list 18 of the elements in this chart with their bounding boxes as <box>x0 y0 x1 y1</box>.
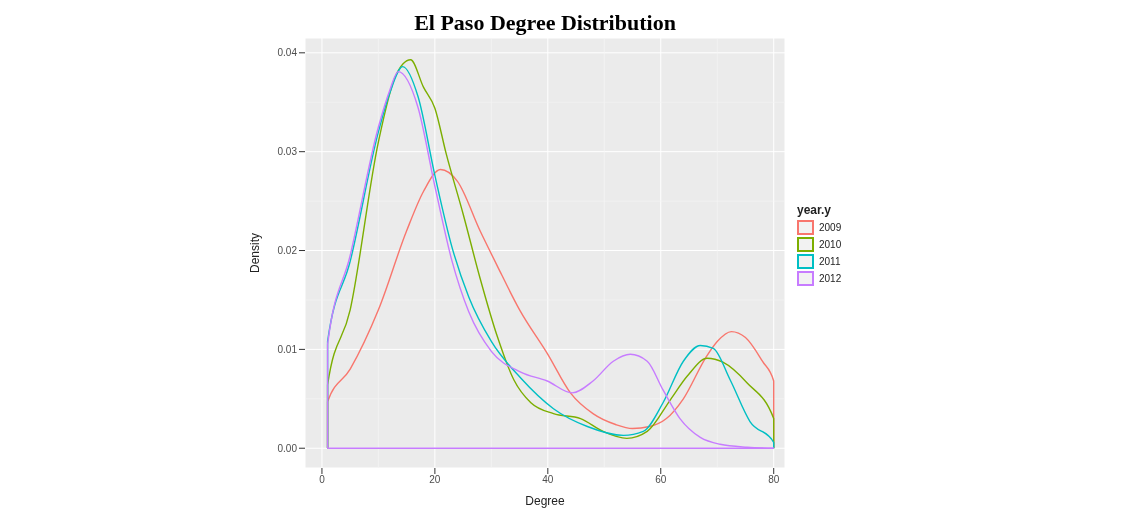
x-tick-label: 20 <box>429 474 441 486</box>
y-tick-label: 0.02 <box>277 245 298 257</box>
legend-title: year.y <box>797 203 833 217</box>
y-tick-label: 0.01 <box>277 343 298 355</box>
legend-label: 2009 <box>819 222 842 233</box>
x-tick-label: 60 <box>655 474 667 486</box>
x-axis-title: Degree <box>525 494 565 508</box>
x-tick-label: 40 <box>542 474 554 486</box>
legend-label: 2010 <box>819 239 842 250</box>
y-tick-label: 0.03 <box>277 146 298 158</box>
x-tick-label: 80 <box>768 474 780 486</box>
y-tick-label: 0.00 <box>277 442 298 454</box>
y-axis-title: Density <box>248 232 263 274</box>
chart-title: El Paso Degree Distribution <box>413 10 677 36</box>
x-tick-label: 0 <box>319 474 326 486</box>
legend-label: 2012 <box>819 273 842 284</box>
legend-label: 2011 <box>819 256 841 267</box>
y-tick-label: 0.04 <box>277 47 298 59</box>
